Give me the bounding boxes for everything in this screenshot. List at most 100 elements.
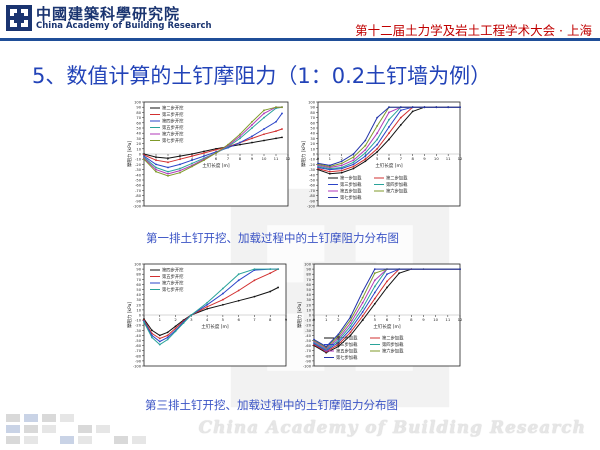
data-point [325, 345, 328, 348]
y-tick-label: -20 [135, 163, 142, 167]
data-point [349, 334, 352, 337]
data-point [349, 325, 352, 328]
data-point [263, 109, 265, 112]
data-point [364, 148, 367, 151]
x-tick-label: 12 [458, 156, 463, 161]
data-point [399, 123, 402, 126]
data-point [167, 172, 169, 175]
data-point [399, 106, 402, 109]
legend-label: 第三步加载 [336, 341, 358, 348]
data-point [340, 166, 343, 169]
y-tick-label: 40 [136, 293, 141, 297]
data-point [364, 139, 367, 142]
data-point [423, 106, 426, 109]
data-point [352, 167, 355, 170]
y-tick-label: -30 [305, 329, 312, 333]
data-point [340, 164, 343, 167]
data-point [263, 139, 265, 142]
data-point [206, 307, 209, 310]
x-tick-label: 5 [374, 317, 377, 322]
data-point [337, 335, 340, 338]
y-tick-label: 40 [306, 293, 311, 297]
legend-label: 第一步加载 [340, 175, 362, 182]
data-point [373, 291, 376, 294]
data-point [221, 303, 224, 306]
data-point [167, 157, 169, 160]
data-point [179, 169, 181, 172]
data-point [399, 109, 402, 112]
legend-label: 第七步开挖 [162, 137, 184, 144]
y-axis-label: 摩阻力 [kPa] [126, 141, 133, 168]
data-point [275, 120, 277, 123]
data-point [340, 162, 343, 165]
y-tick-label: -20 [135, 324, 142, 328]
y-tick-label: 10 [310, 147, 315, 151]
data-point [155, 156, 157, 159]
data-point [253, 279, 256, 282]
data-point [190, 314, 193, 316]
footer-decoration [6, 414, 146, 444]
y-tick-label: 50 [136, 288, 141, 292]
y-tick-label: 60 [136, 283, 141, 287]
data-point [179, 155, 181, 157]
y-tick-label: -30 [135, 168, 142, 172]
data-point [150, 329, 153, 332]
logo-chinese-name: 中國建築科學研究院 [36, 5, 181, 23]
data-point [388, 106, 390, 109]
x-tick-label: 0 [317, 156, 320, 161]
header-divider [0, 38, 600, 41]
legend-label: 第七步加载 [340, 194, 362, 201]
data-point [376, 143, 379, 146]
data-point [206, 305, 209, 308]
y-tick-label: -30 [135, 329, 142, 333]
legend-label: 第四步加载 [386, 181, 408, 188]
y-tick-label: -40 [135, 334, 142, 338]
y-tick-label: 10 [306, 308, 311, 312]
data-point [317, 162, 319, 165]
y-tick-label: -100 [133, 205, 142, 209]
x-tick-label: 7 [398, 317, 401, 322]
y-tick-label: 20 [310, 142, 315, 146]
data-point [281, 112, 283, 115]
conference-title: 第十二届土力学及岩土工程学术大会 · 上海 [355, 23, 592, 38]
y-tick-label: -60 [309, 184, 316, 188]
y-tick-label: 100 [308, 101, 316, 105]
data-point [251, 123, 253, 126]
data-point [251, 141, 253, 144]
data-point [361, 306, 364, 309]
data-point [459, 106, 461, 109]
data-point [155, 168, 157, 171]
x-tick-label: 0 [313, 317, 316, 322]
data-point [263, 116, 265, 119]
legend-label: 第五步开挖 [162, 273, 184, 280]
data-point [239, 137, 241, 140]
x-tick-label: 7 [227, 156, 230, 161]
data-point [386, 280, 388, 283]
chart-row1-loading: -100-90-80-70-60-50-40-30-20-10010203040… [300, 101, 463, 209]
data-point [167, 174, 169, 177]
x-axis-label: 土钉长度 [m] [201, 323, 229, 330]
legend-label: 第四步开挖 [162, 267, 184, 274]
y-tick-label: -70 [309, 189, 316, 193]
caption-row3: 第三排土钉开挖、加载过程中的土钉摩阻力分布图 [145, 398, 398, 412]
data-point [361, 296, 364, 299]
data-point [340, 160, 343, 163]
data-point [221, 292, 224, 295]
data-point [275, 130, 277, 133]
data-point [373, 302, 376, 305]
y-tick-label: 70 [136, 278, 141, 282]
data-point [275, 106, 277, 109]
y-tick-label: 50 [136, 127, 141, 131]
legend-label: 第二步加载 [386, 175, 408, 182]
data-point [352, 156, 355, 159]
x-tick-label: 5 [222, 317, 225, 322]
data-point [373, 279, 376, 282]
y-tick-label: -10 [135, 158, 142, 162]
y-tick-label: -90 [305, 359, 312, 363]
x-tick-label: 9 [423, 156, 426, 161]
x-tick-label: 6 [386, 317, 389, 322]
y-tick-label: 20 [136, 142, 141, 146]
cabr-logo-icon [6, 5, 32, 31]
data-point [376, 125, 379, 127]
